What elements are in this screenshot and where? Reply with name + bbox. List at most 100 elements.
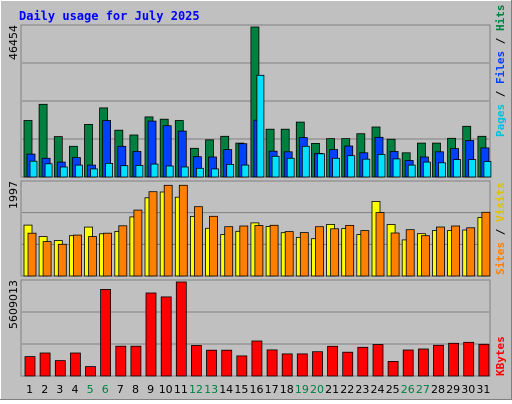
bar-pages-day-3 [59, 166, 68, 178]
bar-pages-day-14 [226, 163, 235, 178]
bar-sites-day-16 [254, 225, 264, 277]
bar-pages-day-24 [377, 153, 386, 178]
x-tick-label-day-21: 21 [325, 383, 339, 396]
bar-kbytes-day-26 [402, 349, 414, 377]
bars-visits-sites [23, 184, 491, 277]
bar-kbytes-day-31 [478, 343, 490, 377]
bar-pages-day-26 [407, 164, 416, 178]
bar-kbytes-day-23 [357, 346, 369, 377]
bar-sites-day-18 [284, 231, 294, 277]
bar-kbytes-day-11 [175, 281, 187, 377]
bar-pages-day-10 [165, 165, 174, 178]
bar-pages-day-7 [120, 165, 129, 178]
bar-pages-day-28 [438, 162, 446, 178]
bar-sites-day-20 [315, 226, 324, 277]
x-tick-label-day-14: 14 [219, 383, 233, 396]
bar-kbytes-day-14 [221, 349, 233, 377]
legend-middle: Sites / Visits [494, 182, 507, 275]
x-tick-label-day-11: 11 [174, 383, 188, 396]
bar-sites-day-11 [178, 184, 188, 277]
x-tick-label-day-15: 15 [234, 383, 248, 396]
bar-sites-day-2 [42, 241, 52, 277]
bar-kbytes-day-30 [463, 341, 475, 377]
x-tick-label-day-17: 17 [265, 383, 279, 396]
bar-kbytes-day-9 [145, 292, 157, 377]
bar-kbytes-day-19 [296, 353, 308, 377]
bar-kbytes-day-4 [70, 352, 81, 377]
bar-kbytes-day-1 [24, 356, 36, 377]
bar-kbytes-day-29 [448, 342, 460, 377]
bar-pages-day-31 [483, 161, 492, 178]
bar-kbytes-day-5 [85, 366, 96, 377]
bar-pages-day-12 [195, 167, 204, 178]
x-tick-label-day-20: 20 [310, 383, 324, 396]
x-tick-label-day-8: 8 [132, 383, 139, 396]
bar-pages-day-2 [44, 163, 53, 178]
legend-sites: Sites [494, 242, 507, 275]
bar-pages-day-9 [150, 163, 159, 178]
bar-sites-day-27 [420, 235, 430, 277]
bar-sites-day-30 [466, 227, 476, 277]
bar-sites-day-13 [209, 215, 218, 277]
bar-sites-day-22 [345, 224, 355, 277]
legend-sep-2: / [494, 31, 507, 51]
bar-sites-day-26 [405, 229, 415, 277]
x-tick-label-day-30: 30 [461, 383, 475, 396]
bar-sites-day-3 [57, 243, 67, 277]
bar-kbytes-day-21 [327, 345, 339, 377]
bar-sites-day-17 [269, 224, 279, 277]
legend-sep-1: / [494, 84, 507, 104]
bar-kbytes-day-22 [342, 351, 354, 377]
x-tick-label-day-29: 29 [446, 383, 460, 396]
bars-kbytes [24, 281, 490, 377]
bar-kbytes-day-12 [190, 345, 202, 377]
bar-pages-day-19 [301, 145, 310, 178]
legend-text-middle: Sites / Visits [494, 182, 507, 275]
legend-kbytes: KBytes [494, 336, 507, 376]
panel-hits-files-pages [20, 24, 492, 178]
y-max-label-visits: 1997 [7, 181, 20, 209]
bar-pages-day-11 [180, 166, 189, 178]
x-tick-label-day-24: 24 [371, 383, 385, 396]
legend-pages: Pages [494, 104, 507, 137]
bar-sites-day-12 [193, 206, 203, 277]
bar-pages-day-25 [392, 158, 401, 178]
x-tick-label-day-9: 9 [147, 383, 154, 396]
y-max-label-kbytes: 5609013 [7, 280, 20, 329]
x-tick-label-day-3: 3 [56, 383, 63, 396]
x-tick-label-day-2: 2 [41, 383, 48, 396]
bar-kbytes-day-6 [100, 288, 111, 377]
x-axis-day-labels: 1 2 3 4 5 6 7 8 9 10 11 12 13 14 15 16 17 18 19 20 21 22 23 24 2… [26, 383, 490, 396]
legend-sep-3: / [494, 222, 507, 242]
bar-pages-day-6 [105, 162, 113, 178]
bar-sites-day-24 [375, 212, 385, 277]
x-tick-label-day-7: 7 [117, 383, 124, 396]
bar-pages-day-5 [90, 168, 98, 178]
panel-kbytes [20, 279, 491, 377]
legend-hits: Hits [494, 5, 507, 32]
bar-sites-day-19 [299, 232, 309, 277]
bar-pages-day-23 [362, 158, 371, 178]
bar-kbytes-day-24 [372, 344, 384, 377]
x-tick-label-day-4: 4 [72, 383, 79, 396]
bar-kbytes-day-8 [130, 345, 142, 377]
bar-sites-day-31 [481, 211, 491, 277]
bar-sites-day-9 [148, 191, 158, 277]
legend-text-top: Pages / Files / Hits [494, 5, 507, 138]
chart-title: Daily usage for July 2025 [19, 9, 200, 23]
bar-sites-day-6 [103, 232, 112, 277]
bar-kbytes-day-16 [251, 340, 263, 377]
x-tick-label-day-18: 18 [280, 383, 294, 396]
x-tick-label-day-13: 13 [204, 383, 218, 396]
x-tick-label-day-1: 1 [26, 383, 33, 396]
bar-kbytes-day-25 [387, 360, 399, 377]
x-tick-label-day-16: 16 [250, 383, 264, 396]
bar-pages-day-15 [241, 164, 250, 178]
bar-sites-day-15 [239, 225, 249, 277]
bar-kbytes-day-20 [312, 351, 323, 377]
bar-sites-day-5 [88, 236, 97, 277]
bar-sites-day-1 [27, 232, 37, 277]
legend-bottom: KBytes [494, 336, 507, 376]
bar-pages-day-30 [468, 159, 477, 178]
